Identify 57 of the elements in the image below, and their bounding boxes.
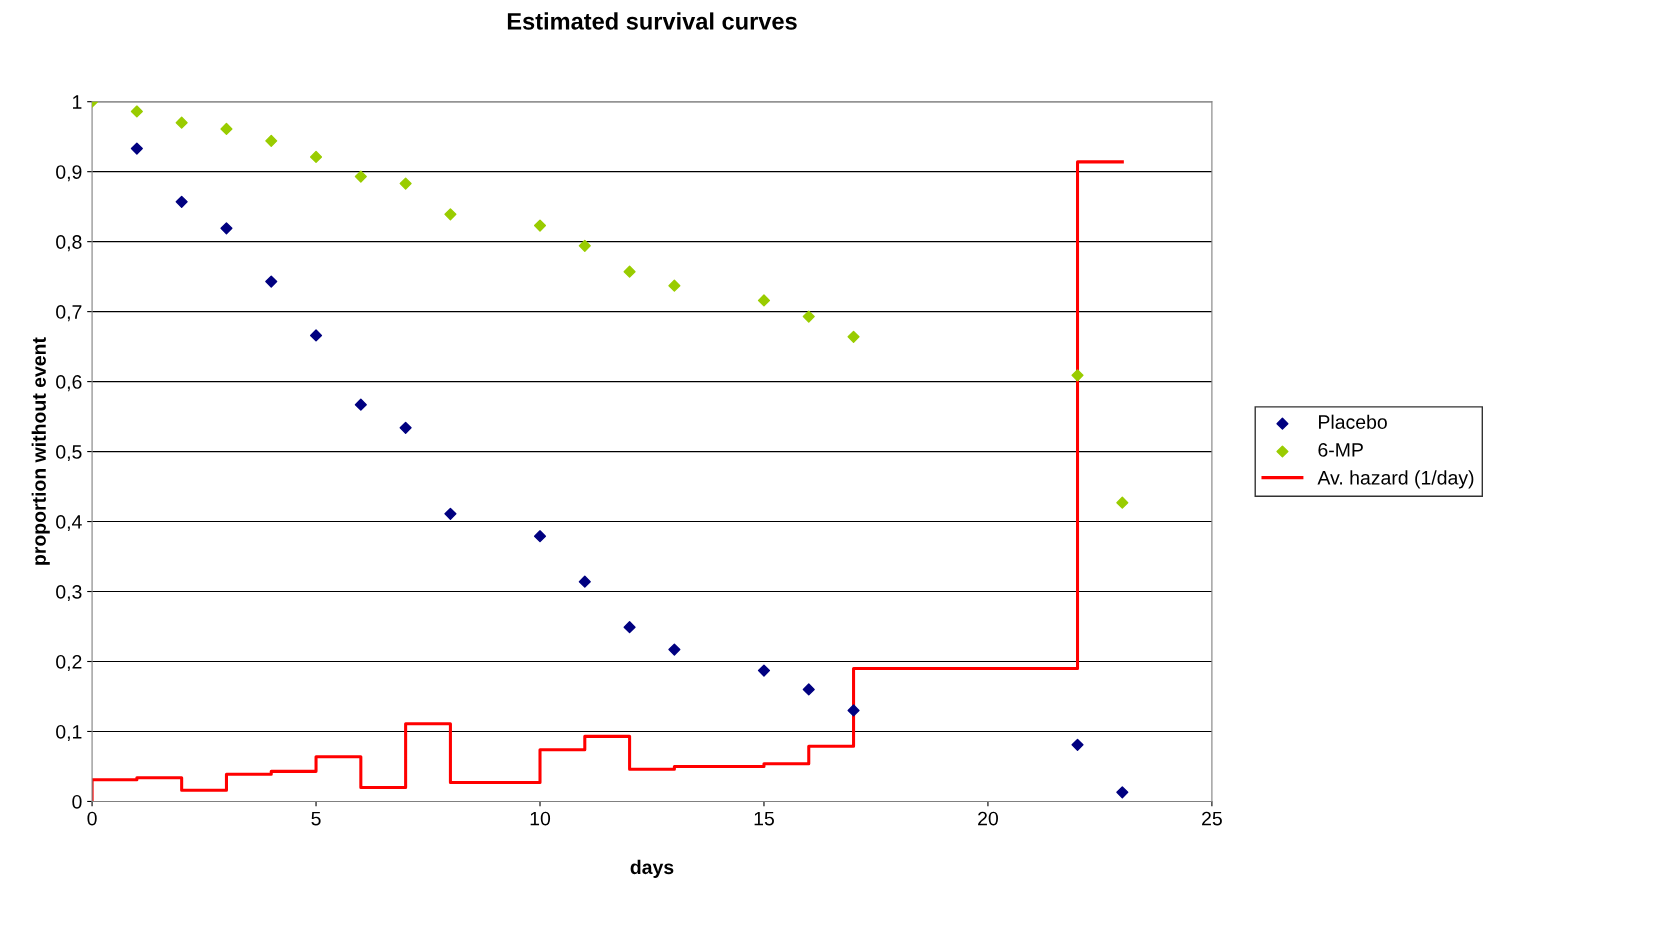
x-tick-label: 25 (1202, 811, 1222, 826)
point (847, 330, 860, 343)
y-tick-label: 0,8 (56, 235, 82, 252)
point (533, 219, 547, 232)
point (130, 142, 143, 155)
y-axis-title: proportion without event (31, 337, 50, 565)
legend-label: Av. hazard (1/day) (1317, 470, 1474, 489)
point (578, 575, 591, 588)
legend-label: 6-MP (1318, 443, 1363, 457)
y-tick-label: 0,7 (56, 305, 82, 322)
y-tick-label: 0,4 (56, 515, 82, 532)
point (578, 239, 591, 252)
point (175, 116, 188, 129)
legend-label: Placebo (1319, 414, 1387, 429)
point (130, 105, 143, 118)
x-tick-label: 5 (311, 811, 321, 826)
x-tick-label: 10 (530, 811, 551, 826)
point (1071, 738, 1084, 751)
point (399, 421, 412, 434)
point (265, 275, 278, 288)
point (399, 177, 412, 190)
point (757, 294, 771, 307)
y-tick-label: 0,3 (56, 584, 82, 602)
y-tick-label: 1 (73, 95, 82, 109)
point (354, 398, 367, 411)
point (802, 683, 815, 696)
y-tick-label: 0,5 (56, 445, 82, 462)
x-axis-title: days (630, 859, 674, 878)
point (309, 150, 323, 164)
y-tick-label: 0,1 (56, 724, 82, 742)
chart-title: Estimated survival curves (507, 12, 797, 30)
point (265, 134, 278, 147)
y-tick-label: 0,9 (56, 165, 82, 182)
y-tick-label: 0,6 (56, 375, 82, 392)
point (444, 208, 457, 221)
x-tick-label: 15 (754, 811, 774, 826)
point (1116, 786, 1129, 799)
point (220, 222, 233, 235)
point (309, 329, 323, 342)
point (1071, 369, 1084, 382)
point (623, 621, 636, 634)
point (623, 265, 636, 278)
point (444, 507, 457, 520)
point (175, 195, 188, 208)
point (354, 170, 367, 183)
point (220, 122, 233, 136)
point (1116, 496, 1129, 509)
y-tick-label: 0 (72, 794, 82, 809)
point (668, 643, 681, 656)
x-tick-label: 20 (978, 811, 998, 826)
point (802, 310, 815, 323)
point (847, 704, 860, 717)
point (668, 279, 681, 292)
point (757, 664, 771, 677)
y-tick-label: 0,2 (56, 654, 82, 672)
x-tick-label: 0 (87, 811, 97, 826)
point (533, 530, 547, 543)
